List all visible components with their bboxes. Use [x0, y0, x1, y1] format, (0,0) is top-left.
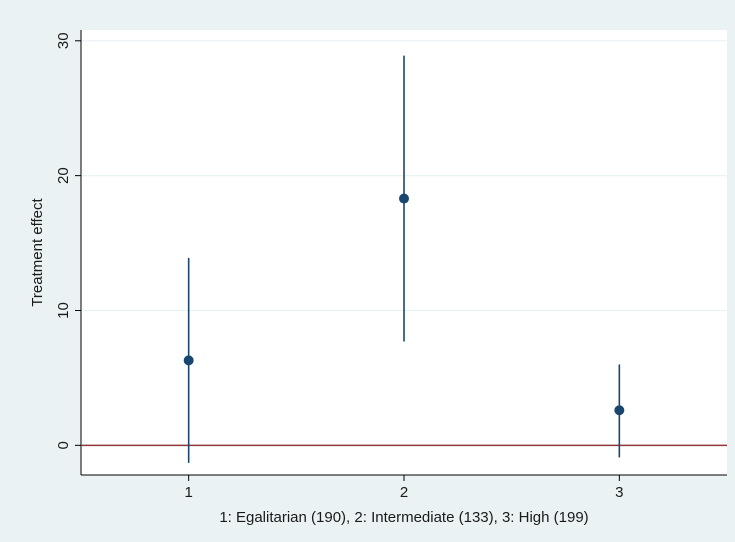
y-tick-label-30: 30: [55, 32, 72, 49]
point-estimates: [183, 193, 625, 416]
point-estimate-3: [614, 405, 625, 416]
y-axis-title: Treatment effect: [29, 197, 46, 306]
y-axis-ticks: 0 10 20 30: [55, 32, 81, 450]
x-tick-label-3: 3: [615, 484, 623, 501]
x-axis-title: 1: Egalitarian (190), 2: Intermediate (1…: [219, 509, 588, 526]
y-tick-label-0: 0: [55, 441, 72, 449]
y-tick-label-10: 10: [55, 302, 72, 319]
point-estimate-1: [183, 355, 194, 366]
x-axis-ticks: 1 2 3: [184, 475, 624, 501]
x-tick-label-2: 2: [400, 484, 408, 501]
point-estimate-2: [399, 193, 409, 204]
y-tick-label-20: 20: [55, 167, 72, 184]
x-tick-label-1: 1: [184, 484, 192, 501]
